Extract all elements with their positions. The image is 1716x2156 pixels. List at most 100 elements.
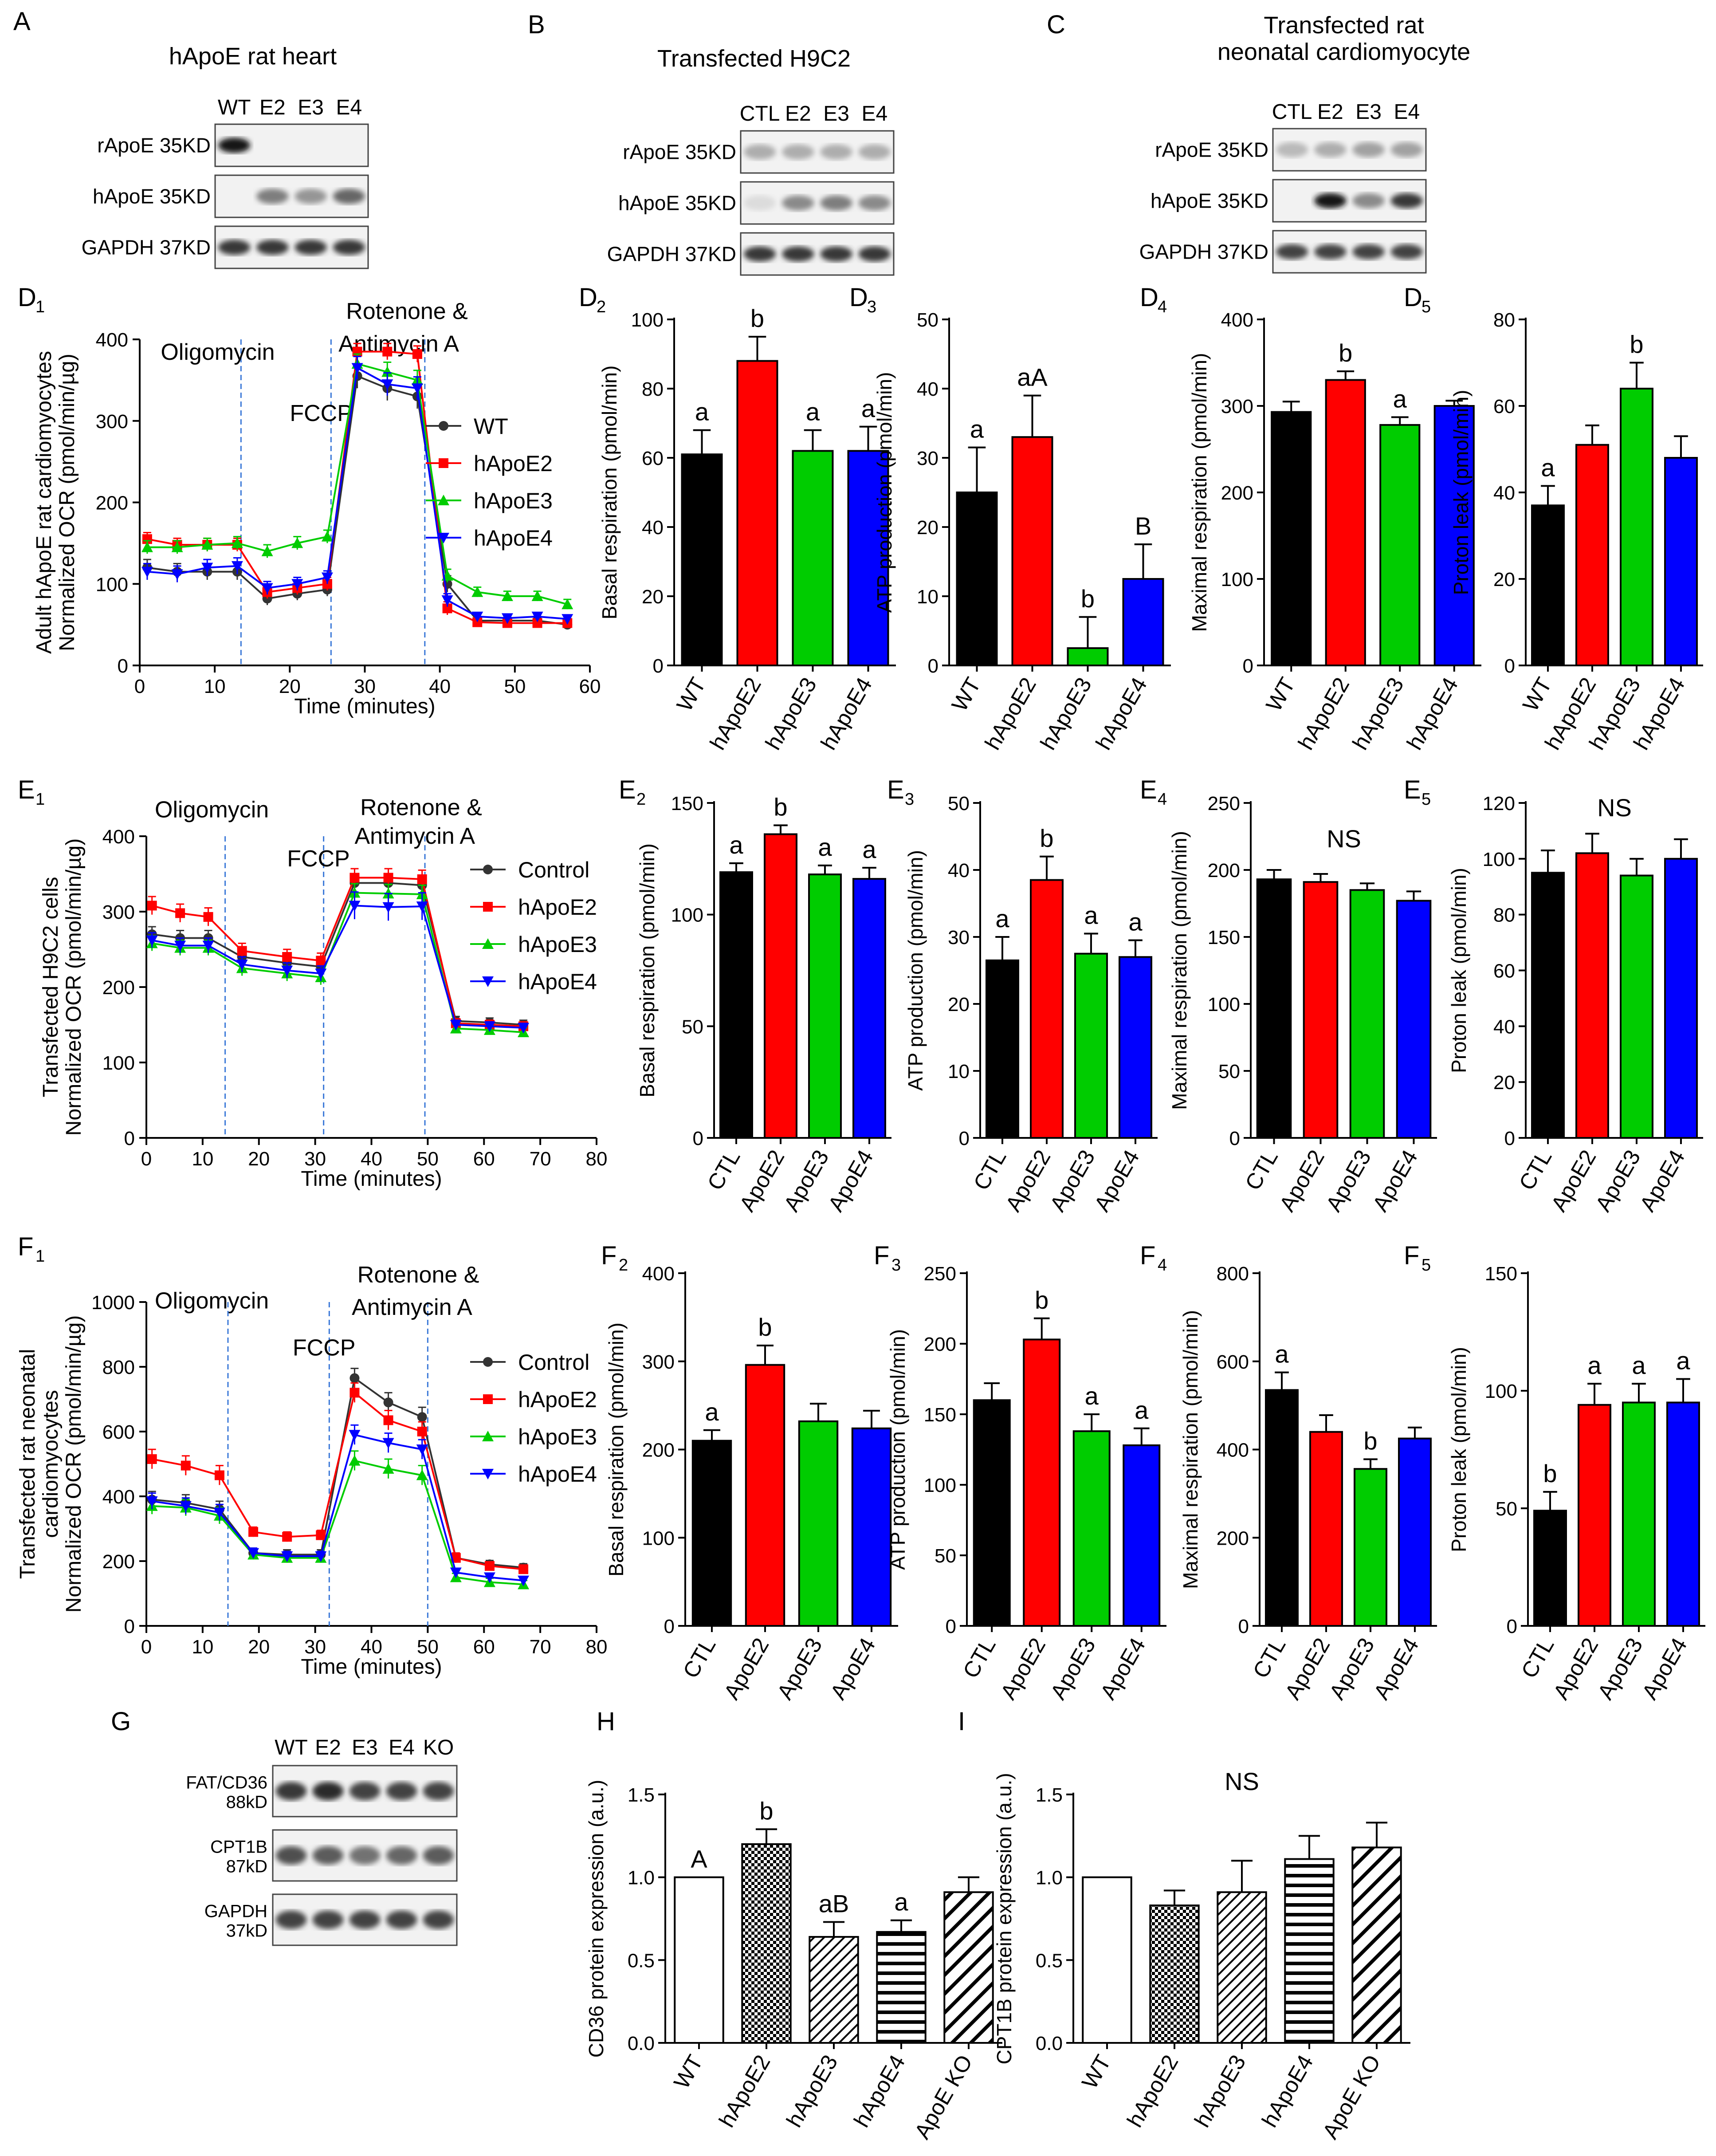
blot-band <box>1314 142 1347 157</box>
y-tick-label: 40 <box>1493 482 1515 504</box>
bar-WT <box>956 492 998 666</box>
y-tick-label: 0.0 <box>628 2033 655 2054</box>
data-point-hApoE2 <box>282 952 292 962</box>
injection-annotation: Oligomycin <box>161 339 275 365</box>
x-category-label: CTL <box>678 1634 721 1683</box>
bar-ApoE4 <box>1119 956 1152 1139</box>
lane-label: CTL <box>740 102 780 126</box>
x-category-label: ApoE4 <box>1369 1634 1424 1704</box>
blot-band <box>743 246 776 262</box>
data-point-hApoE3 <box>471 586 483 597</box>
data-point-hApoE2 <box>442 603 452 614</box>
significance-label: aB <box>819 1889 849 1917</box>
bar-hApoE2 <box>736 360 778 666</box>
x-category-label: ApoE2 <box>719 1634 774 1704</box>
significance-label: a <box>1676 1347 1690 1375</box>
data-point-hApoE3 <box>416 1469 428 1480</box>
x-category-label: ApoE4 <box>1089 1146 1144 1216</box>
significance-label: a <box>862 835 876 863</box>
data-point-hApoE2 <box>382 346 393 357</box>
significance-label: a <box>995 905 1009 932</box>
blot-band <box>858 246 891 262</box>
injection-annotation: FCCP <box>290 401 353 426</box>
blot-band <box>386 1782 417 1801</box>
y-tick-label: 0 <box>1504 655 1515 677</box>
blot-band <box>820 144 852 160</box>
legend-marker <box>438 533 449 543</box>
x-category-label: ApoE3 <box>779 1146 834 1216</box>
y-axis-label: ATP production (pmol/min) <box>886 1329 909 1570</box>
injection-annotation: Rotenone & <box>360 795 482 820</box>
x-tick-label: 30 <box>354 676 376 697</box>
lane-label: WT <box>275 1736 308 1759</box>
x-category-label: ApoE KO <box>910 2051 978 2144</box>
y-tick-label: 0 <box>693 1128 703 1149</box>
panel-letter-subscript: 2 <box>597 298 606 316</box>
data-point-hApoE3 <box>349 1455 361 1466</box>
chart-d5-proton-leak: D5aWThApoE2bhApoE3hApoE4020406080Proton … <box>1404 283 1703 754</box>
x-category-label: hApoE3 <box>1347 673 1408 754</box>
data-point-hApoE2 <box>383 1415 393 1425</box>
y-tick-label: 0 <box>1238 1616 1249 1637</box>
y-tick-label: 20 <box>948 994 970 1015</box>
data-point-hApoE4 <box>247 1548 259 1559</box>
lane-label: WT <box>218 96 251 119</box>
panel-letter-subscript: 2 <box>636 790 646 809</box>
bar-hApoE2 <box>1011 436 1053 666</box>
bar-ApoE2 <box>1309 1431 1343 1627</box>
x-category-label: hApoE2 <box>714 2051 775 2132</box>
blot-band <box>1390 142 1423 157</box>
blot-band <box>858 195 891 211</box>
data-point-hApoE2 <box>147 1454 157 1464</box>
y-axis-label: Normalized OCR (pmol/min/µg) <box>62 838 86 1136</box>
legend-label: hApoE3 <box>518 932 597 957</box>
bar-ApoE3 <box>808 873 842 1139</box>
x-tick-label: 60 <box>473 1636 495 1658</box>
panel-letter: C <box>1047 10 1065 39</box>
panel-letter-subscript: 4 <box>1158 298 1167 316</box>
x-category-label: hApoE3 <box>761 673 821 754</box>
significance-label: b <box>1339 339 1352 367</box>
y-tick-label: 800 <box>102 1357 135 1378</box>
lane-label: E4 <box>1394 100 1420 124</box>
y-tick-label: 20 <box>1493 569 1515 590</box>
panel-letter: D <box>579 283 597 312</box>
blot-title: Transfected rat <box>1264 12 1424 39</box>
blot-row-label: CPT1B <box>210 1837 267 1857</box>
blot-band <box>1390 193 1423 209</box>
significance-label: b <box>1543 1460 1557 1487</box>
y-axis-label: Proton leak (pmol/min) <box>1447 1347 1470 1552</box>
blot-row-label: rApoE 35KD <box>1155 138 1268 161</box>
y-tick-label: 100 <box>102 1052 135 1074</box>
chart-e4-maximal: E 4CTLApoE2ApoE3ApoE4050100150200250Maxim… <box>1140 775 1437 1216</box>
data-point-hApoE4 <box>171 569 183 580</box>
y-tick-label: 50 <box>682 1016 703 1038</box>
y-tick-label: 600 <box>1217 1351 1249 1373</box>
y-axis-label: cardiomyocytes <box>39 1390 63 1538</box>
data-point-hApoE4 <box>321 572 333 583</box>
x-category-label: ApoE4 <box>1367 1146 1422 1216</box>
y-tick-label: 60 <box>1493 396 1515 417</box>
x-tick-label: 60 <box>579 676 601 697</box>
blot-band <box>218 138 251 153</box>
bar-hApoE4 <box>876 1931 927 2044</box>
bar-CTL <box>1533 1510 1567 1627</box>
bar-ApoE4 <box>1123 1444 1161 1627</box>
lane-label: E4 <box>862 102 888 126</box>
series-line-hApoE2 <box>152 1391 524 1570</box>
data-point-hApoE3 <box>261 545 273 556</box>
x-category-label: ApoE KO <box>1318 2051 1386 2144</box>
bar-ApoE2 <box>1303 881 1339 1139</box>
x-tick-label: 10 <box>204 676 226 697</box>
chart-f4-maximal: F 4aCTLApoE2bApoE3ApoE40200400600800Maxim… <box>1140 1241 1437 1704</box>
y-axis-label: Maximal respiration (pmol/min) <box>1188 353 1211 632</box>
bar-WT <box>681 453 723 666</box>
y-tick-label: 150 <box>1485 1263 1517 1285</box>
data-point-hApoE2 <box>316 1530 326 1540</box>
legend-marker <box>483 865 493 874</box>
x-category-label: hApoE4 <box>816 673 877 754</box>
significance-label: a <box>818 833 832 861</box>
bar-ApoE4 <box>851 1427 892 1627</box>
data-point-Control <box>349 1373 360 1383</box>
